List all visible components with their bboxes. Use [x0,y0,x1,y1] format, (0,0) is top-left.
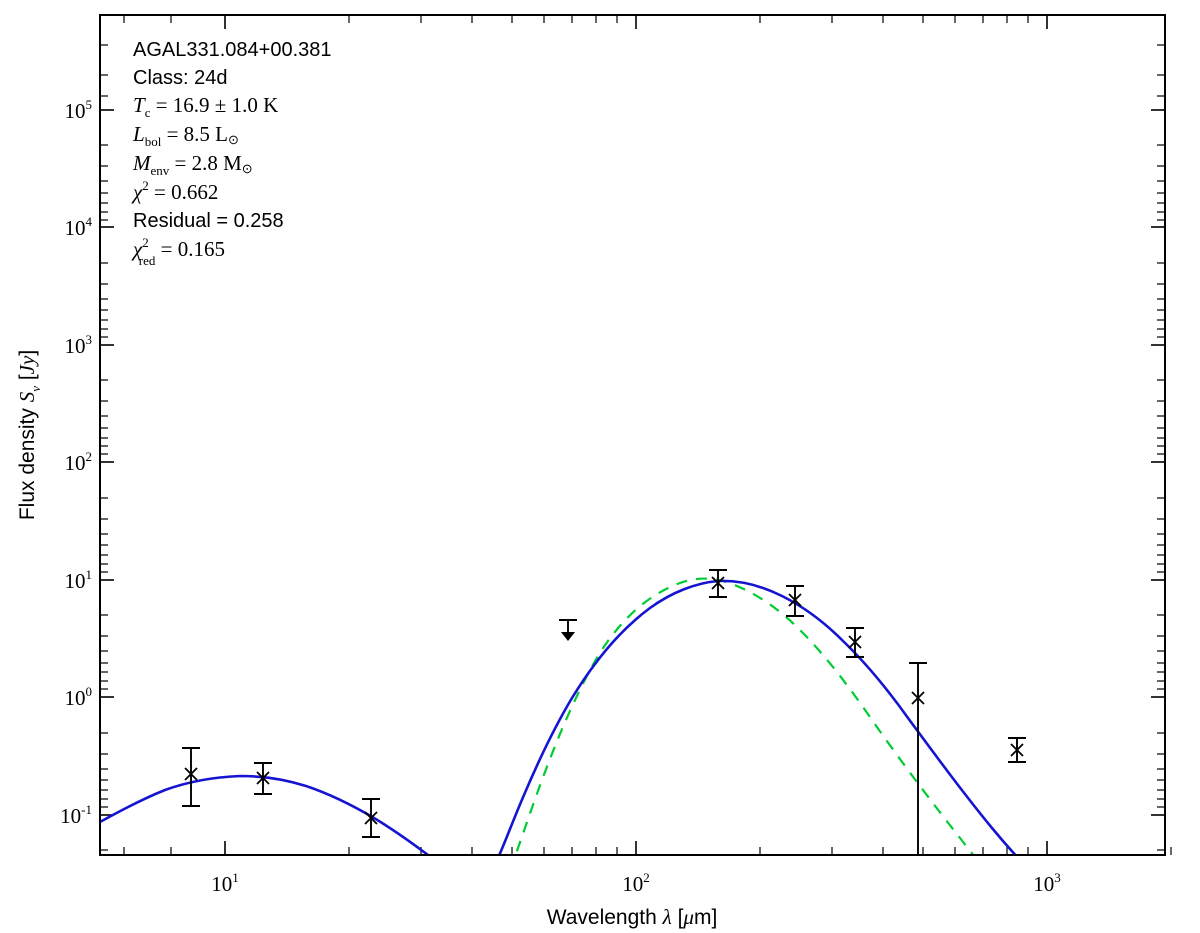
x-tick-label-1e2: 102 [622,870,650,896]
temperature-label: Tc = 16.9 ± 1.0 K [133,93,278,120]
y-tick-label-1e0: 100 [65,684,93,710]
total-fit-curve-cold [498,579,1017,854]
luminosity-label: Lbol = 8.5 L⊙ [132,122,239,149]
data-point-22um [362,798,380,838]
y-axis-label: Flux density Sν [Jy] [15,350,43,520]
class-label: Class: 24d [133,67,228,89]
data-point-8um [182,747,200,807]
data-point-350um [846,627,864,658]
photometry-points [182,569,1026,855]
x-axis-major-ticks [224,15,1048,855]
chi-squared-label: χ2 = 0.662 [131,178,218,204]
data-point-160um [709,569,727,598]
x-tick-label-1e1: 101 [211,870,239,896]
y-axis-minor-ticks [100,44,1165,851]
x-axis-minor-ticks [123,15,1172,855]
y-tick-label-1e5: 105 [65,97,93,123]
x-tick-label-1e3: 103 [1033,870,1061,896]
y-tick-label-1em1: 10-1 [60,802,92,828]
x-axis-label: Wavelength λ [μm] [547,905,718,929]
data-point-250um [786,585,804,617]
data-point-870um [1008,737,1026,763]
axes-frame [99,14,1166,856]
y-tick-label-1e3: 103 [65,332,93,358]
x-tick-labels: 101 102 103 [211,870,1061,896]
y-tick-labels: 105 104 103 102 101 100 10-1 [60,97,92,828]
data-point-500um [909,662,927,855]
chi-squared-reduced-label: χ2 red = 0.165 [131,235,225,268]
y-tick-label-1e1: 101 [65,567,93,593]
mass-label: Menv = 2.8 M⊙ [132,151,253,178]
y-tick-label-1e2: 102 [65,449,93,475]
y-tick-label-1e4: 104 [65,214,93,240]
source-name: AGAL331.084+00.381 [133,39,332,61]
total-fit-curve [101,774,429,854]
data-point-70um-upper-limit [559,619,577,641]
data-point-12um [254,762,272,795]
residual-label: Residual = 0.258 [133,210,284,232]
annotation-block: AGAL331.084+00.381 Class: 24d Tc = 16.9 … [131,39,332,268]
